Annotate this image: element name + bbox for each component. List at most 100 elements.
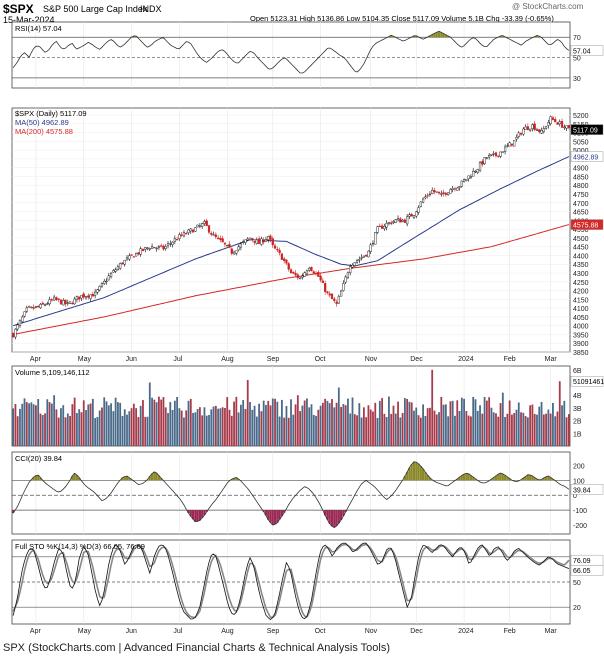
candle-body-120 [285,259,288,264]
candle-body-34 [89,294,92,299]
volume-bar-25 [69,415,71,446]
candle-body-216 [503,146,507,152]
volume-bar-194 [454,415,456,446]
volume-bar-139 [328,403,331,446]
candle-body-153 [360,257,363,259]
candle-body-59 [146,247,149,249]
candle-body-20 [57,298,60,300]
volume-last-value: 5109146112 [573,379,604,386]
candle-body-41 [105,280,108,283]
candle-body-175 [410,214,413,217]
volume-bar-160 [376,417,379,446]
candle-body-84 [203,221,206,224]
volume-bar-104 [249,402,251,446]
volume-bar-47 [119,402,122,446]
candle-body-208 [485,157,488,159]
volume-bar-147 [347,398,349,446]
stochastic-x-label-11: Mar [545,628,558,635]
price-tick-11: 4650 [573,210,589,217]
candle-body-145 [342,283,345,291]
volume-bar-76 [185,410,188,446]
volume-bar-117 [278,416,281,446]
price-x-label-6: Oct [315,356,326,363]
candle-body-140 [330,293,334,300]
candle-body-241 [560,121,564,128]
volume-bar-187 [438,412,440,446]
volume-bar-144 [340,406,343,446]
volume-bar-174 [408,401,411,446]
volume-bar-219 [511,414,513,446]
volume-bar-65 [160,399,163,446]
volume-bar-182 [426,408,429,446]
volume-bar-86 [208,414,210,446]
candle-body-196 [458,186,461,188]
candle-body-94 [226,244,229,247]
candle-body-42 [107,275,110,281]
candle-body-239 [556,122,559,125]
volume-bar-240 [558,381,561,446]
candle-body-2 [16,324,19,330]
index-name: S&P 500 Large Cap Index [43,4,148,14]
candle-body-152 [358,259,361,261]
candle-body-98 [235,250,238,254]
candle-body-26 [71,302,74,305]
candle-body-115 [273,245,277,249]
candle-body-181 [424,196,427,199]
candle-body-88 [212,234,215,236]
candle-body-233 [542,128,545,132]
price-x-label-9: 2024 [458,356,474,363]
volume-bar-151 [356,415,358,446]
candle-body-135 [319,275,322,281]
candle-body-60 [148,248,151,250]
candle-body-197 [460,180,463,187]
candle-body-51 [128,255,131,260]
volume-bar-214 [499,403,502,446]
candle-body-235 [547,122,550,126]
price-tick-20: 4200 [573,289,589,296]
volume-bar-30 [80,412,83,446]
stochastic-legend: Full STO %K(14,3) %D(3) 66.05, 76.09 [15,542,145,551]
volume-bar-61 [151,397,153,446]
candle-body-225 [524,126,527,130]
candle-body-91 [219,238,222,240]
candle-body-210 [490,154,493,156]
candle-body-142 [335,301,338,304]
volume-bar-135 [319,405,322,446]
cci-current-value: 39.84 [573,487,591,494]
cci-tick-4: -200 [573,523,587,530]
volume-bar-17 [50,403,53,446]
candle-body-158 [371,242,375,245]
candle-body-238 [554,119,557,122]
stochastic-x-label-3: Jul [173,628,182,635]
candle-body-154 [362,255,365,258]
candle-body-100 [239,243,242,248]
volume-bar-56 [139,405,142,446]
volume-bar-13 [41,415,44,446]
candle-body-104 [248,237,252,241]
candle-body-48 [121,262,124,265]
volume-bar-146 [344,405,347,446]
volume-bar-113 [269,405,272,446]
stochastic-x-label-2: Jun [126,628,137,635]
volume-bar-221 [515,409,518,446]
candle-body-167 [392,221,395,223]
volume-bar-127 [301,405,304,446]
volume-bar-102 [244,409,247,446]
candle-body-221 [515,137,518,140]
volume-bar-6 [25,402,28,446]
candle-body-183 [428,193,432,196]
candle-body-78 [189,228,192,232]
candle-body-108 [258,238,261,244]
candle-body-244 [567,125,570,128]
candle-body-186 [435,191,438,193]
candle-body-146 [344,276,347,283]
volume-bar-233 [542,414,545,446]
volume-bar-9 [32,404,35,446]
candle-body-17 [50,299,53,301]
volume-bar-66 [162,396,165,446]
candle-body-12 [39,304,42,309]
candle-body-11 [37,306,40,308]
stochastic-tick-1: 50 [573,580,581,587]
candle-body-193 [451,188,454,190]
stochastic-x-label-6: Oct [315,628,326,635]
